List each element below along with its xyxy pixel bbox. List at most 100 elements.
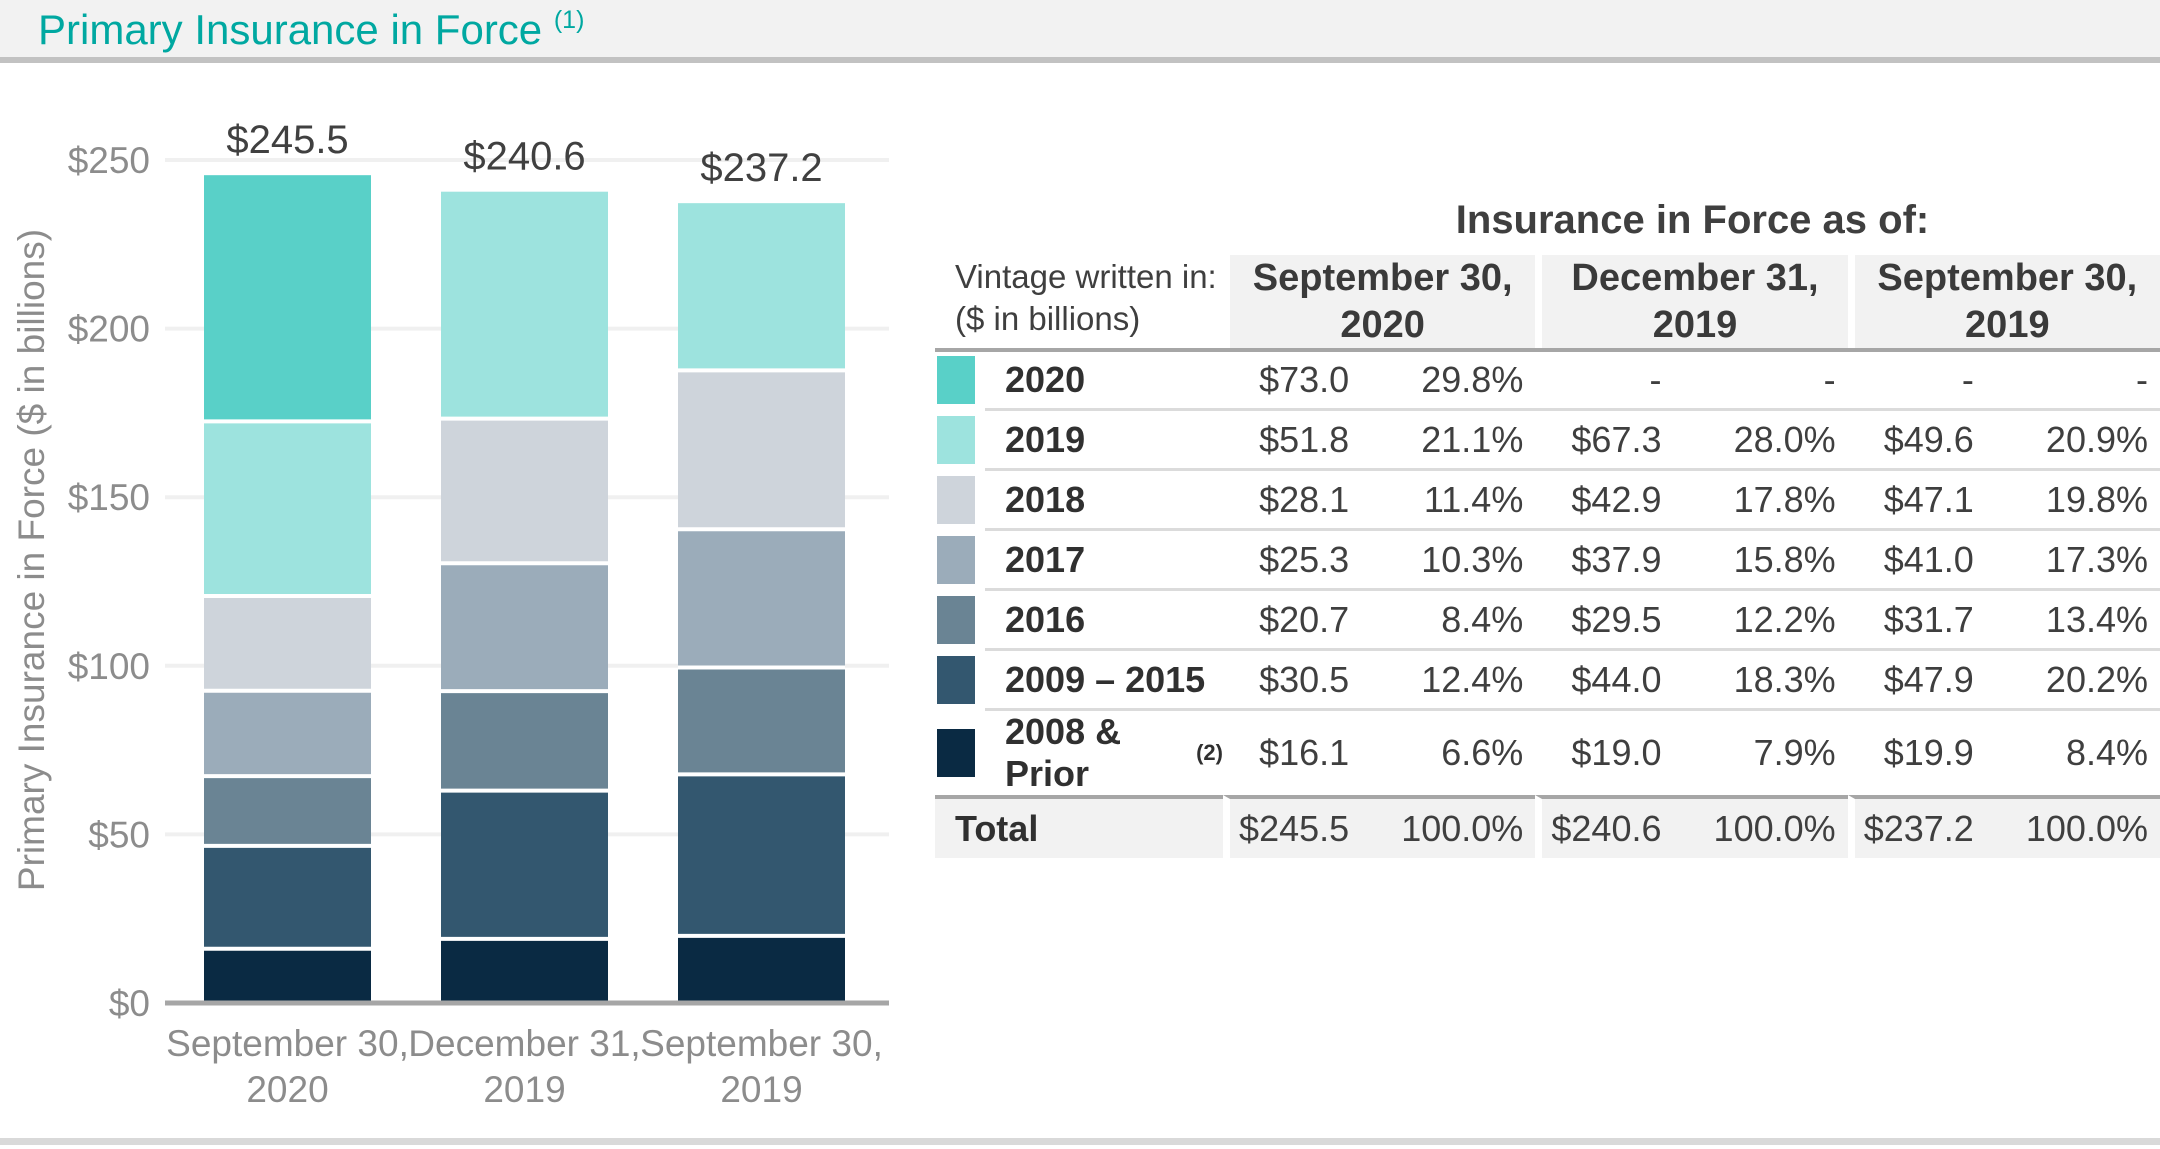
- legend-swatch-2016: [937, 595, 975, 644]
- total-value-cell: $237.2: [1847, 795, 2004, 858]
- bar-segment-2017: [441, 563, 608, 692]
- percent-cell: 15.8%: [1691, 528, 1848, 588]
- legend-swatch-cell: [935, 588, 985, 648]
- total-percent-cell: 100.0%: [1691, 795, 1848, 858]
- table-heading: Insurance in Force as of:: [1455, 198, 1930, 242]
- legend-swatch-cell: [935, 468, 985, 528]
- percent-cell: 10.3%: [1379, 528, 1536, 588]
- bar-segment-2016: [441, 691, 608, 791]
- percent-cell: 6.6%: [1379, 708, 1536, 795]
- legend-swatch-cell: [935, 708, 985, 795]
- bar-total-label: $245.5: [226, 118, 348, 162]
- legend-swatch-cell: [935, 528, 985, 588]
- bar-segment-2018: [678, 370, 845, 530]
- y-tick-label: $50: [88, 814, 150, 855]
- percent-cell: 11.4%: [1379, 468, 1536, 528]
- legend-swatch-2009-2015: [937, 655, 975, 704]
- legend-swatch-cell: [935, 408, 985, 468]
- row-label: 2016: [985, 588, 1223, 648]
- x-tick-label-line1: December 31,: [408, 1023, 640, 1064]
- bar-segment-2018: [204, 595, 371, 691]
- vintage-table: Vintage written in: ($ in billions) Septem…: [935, 255, 2160, 858]
- total-percent-cell: 100.0%: [1379, 795, 1536, 858]
- bar-segment-2009-2015: [204, 845, 371, 949]
- percent-cell: 8.4%: [1379, 588, 1536, 648]
- percent-cell: -: [1691, 348, 1848, 408]
- value-cell: $30.5: [1223, 648, 1380, 708]
- bar-total-label: $237.2: [700, 146, 822, 190]
- value-cell: $47.1: [1847, 468, 2004, 528]
- header-divider: [0, 57, 2160, 63]
- percent-cell: 20.9%: [2003, 408, 2160, 468]
- value-cell: $16.1: [1223, 708, 1380, 795]
- x-tick-label-line2: 2020: [246, 1069, 328, 1110]
- slide-footer-divider: [0, 1138, 2160, 1145]
- row-label: 2009 – 2015: [985, 648, 1223, 708]
- column-group-header-1: December 31, 2019: [1535, 255, 1848, 348]
- percent-cell: 7.9%: [1691, 708, 1848, 795]
- table-corner-label: Vintage written in: ($ in billions): [955, 257, 1217, 337]
- value-cell: $37.9: [1535, 528, 1692, 588]
- column-group-header-2: September 30, 2019: [1847, 255, 2160, 348]
- slide-header-band: [0, 0, 2160, 57]
- page-title: Primary Insurance in Force (1): [38, 6, 584, 54]
- value-cell: $19.9: [1847, 708, 2004, 795]
- value-cell: $28.1: [1223, 468, 1380, 528]
- bar-segment-2008-prior: [441, 938, 608, 1003]
- y-tick-label: $250: [68, 140, 150, 181]
- value-cell: $42.9: [1535, 468, 1692, 528]
- value-cell: $29.5: [1535, 588, 1692, 648]
- title-footnote-marker: (1): [553, 6, 585, 34]
- x-tick-label-line2: 2019: [720, 1069, 802, 1110]
- value-cell: $49.6: [1847, 408, 2004, 468]
- total-value-cell: $245.5: [1223, 795, 1380, 858]
- value-cell: $19.0: [1535, 708, 1692, 795]
- y-tick-label: $0: [109, 983, 150, 1024]
- y-axis-title: Primary Insurance in Force ($ in billion…: [11, 229, 52, 891]
- y-tick-label: $100: [68, 646, 150, 687]
- percent-cell: 12.4%: [1379, 648, 1536, 708]
- value-cell: $51.8: [1223, 408, 1380, 468]
- value-cell: $25.3: [1223, 528, 1380, 588]
- value-cell: $44.0: [1535, 648, 1692, 708]
- y-tick-label: $200: [68, 309, 150, 350]
- row-label: 2008 & Prior (2): [985, 708, 1223, 795]
- bar-segment-2017: [204, 690, 371, 777]
- bar-segment-2017: [678, 529, 845, 668]
- percent-cell: 18.3%: [1691, 648, 1848, 708]
- row-label: 2020: [985, 348, 1223, 408]
- x-tick-label-line1: September 30,: [640, 1023, 883, 1064]
- column-group-header-0: September 30, 2020: [1223, 255, 1536, 348]
- chart-svg: $0 $50 $100 $150 $200 $250 $245.5 September 30,…: [11, 118, 889, 1110]
- percent-cell: 17.3%: [2003, 528, 2160, 588]
- total-row-label: Total: [935, 795, 1223, 858]
- legend-swatch-cell: [935, 648, 985, 708]
- row-label: 2019: [985, 408, 1223, 468]
- total-value-cell: $240.6: [1535, 795, 1692, 858]
- value-cell: -: [1535, 348, 1692, 408]
- legend-swatch-2008-amp-prior: [937, 729, 975, 777]
- bar-segment-2019: [678, 203, 845, 371]
- bar-segment-2016: [678, 667, 845, 775]
- value-cell: $47.9: [1847, 648, 2004, 708]
- value-cell: $20.7: [1223, 588, 1380, 648]
- row-label: 2018: [985, 468, 1223, 528]
- bar-segment-2016: [204, 776, 371, 846]
- percent-cell: -: [2003, 348, 2160, 408]
- value-cell: $67.3: [1535, 408, 1692, 468]
- percent-cell: 19.8%: [2003, 468, 2160, 528]
- page-title-text: Primary Insurance in Force: [38, 6, 543, 53]
- value-cell: $73.0: [1223, 348, 1380, 408]
- legend-swatch-2018: [937, 475, 975, 524]
- percent-cell: 13.4%: [2003, 588, 2160, 648]
- percent-cell: 20.2%: [2003, 648, 2160, 708]
- bar-segment-2019: [441, 191, 608, 419]
- legend-swatch-cell: [935, 348, 985, 408]
- percent-cell: 21.1%: [1379, 408, 1536, 468]
- value-cell: $41.0: [1847, 528, 2004, 588]
- percent-cell: 28.0%: [1691, 408, 1848, 468]
- bar-segment-2019: [204, 421, 371, 596]
- x-tick-label-line1: September 30,: [166, 1023, 409, 1064]
- value-cell: $31.7: [1847, 588, 2004, 648]
- bar-segment-2009-2015: [678, 774, 845, 936]
